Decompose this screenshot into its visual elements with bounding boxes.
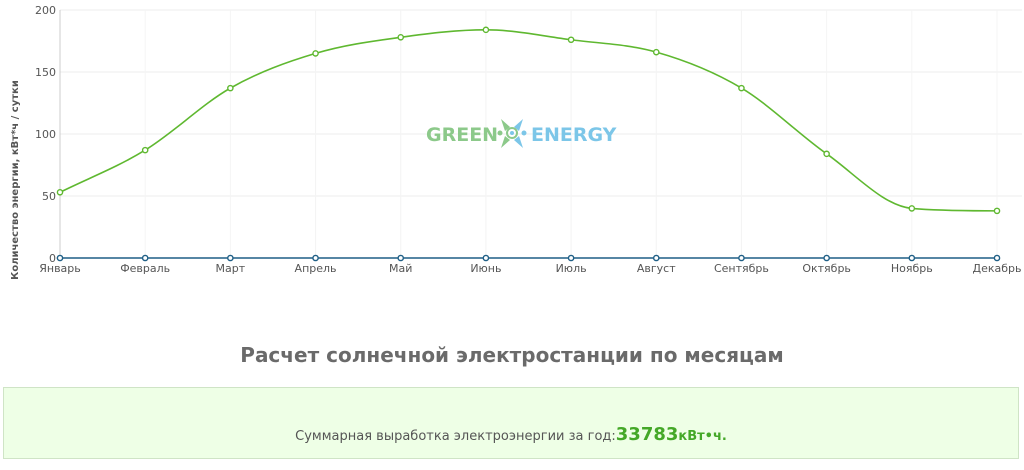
y-tick-label: 200 <box>35 4 56 17</box>
axis-layer: 0 50 100 150 200 Январь Февраль Март Апрель Май Ию… <box>35 4 1022 275</box>
series-line <box>59 29 998 212</box>
y-tick-label: 150 <box>35 66 56 79</box>
y-axis-title: Количество энергии, кВт*ч / сутки <box>10 80 21 280</box>
section-title: Расчет солнечной электростанции по месяц… <box>240 343 784 367</box>
data-point <box>397 254 405 262</box>
y-tick-label: 100 <box>35 128 56 141</box>
data-point <box>738 254 745 262</box>
x-tick-label: Апрель <box>295 262 337 275</box>
annual-summary-unit: кВт•ч. <box>678 429 727 444</box>
data-point <box>908 254 916 262</box>
data-point <box>823 254 830 262</box>
x-tick-label: Декабрь <box>973 262 1022 275</box>
x-tick-label: Май <box>389 262 412 275</box>
data-point <box>56 188 64 196</box>
watermark-logo-icon <box>497 119 527 148</box>
data-point <box>56 254 64 262</box>
data-point <box>993 207 1001 215</box>
data-point <box>141 146 149 154</box>
series-layer <box>56 26 1001 262</box>
x-tick-label: Сентябрь <box>714 262 769 275</box>
data-point <box>738 84 745 92</box>
annual-summary-value: 33783 <box>615 424 679 445</box>
data-point <box>312 254 319 262</box>
data-point <box>312 50 319 57</box>
watermark-green-text: GREEN <box>426 124 498 146</box>
data-point <box>227 84 234 92</box>
y-tick-label: 50 <box>42 190 56 203</box>
data-point <box>908 205 916 212</box>
data-point <box>567 254 575 262</box>
x-tick-label: Март <box>216 262 246 275</box>
data-point <box>823 150 830 158</box>
green-energy-watermark: GREEN ENERGY <box>426 119 617 148</box>
x-tick-label: Ноябрь <box>891 262 933 275</box>
watermark-energy-text: ENERGY <box>531 124 617 146</box>
y-tick-label: 0 <box>49 252 56 265</box>
data-point <box>993 254 1001 262</box>
data-point <box>567 36 575 44</box>
x-tick-label: Июнь <box>470 262 501 275</box>
data-point <box>652 254 660 262</box>
data-point <box>482 26 490 34</box>
x-tick-label: Июль <box>556 262 587 275</box>
x-tick-label: Август <box>637 262 676 275</box>
data-point <box>227 254 234 262</box>
data-point <box>397 33 405 41</box>
data-point <box>482 254 490 262</box>
x-tick-label: Январь <box>39 262 81 275</box>
x-tick-label: Февраль <box>120 262 170 275</box>
annual-summary-line: Суммарная выработка электроэнергии за го… <box>4 424 1018 445</box>
data-point <box>141 254 149 262</box>
monthly-energy-chart: GREEN ENERGY 0 50 100 150 200 Январь Февраль Ма… <box>10 4 1022 280</box>
data-point <box>652 48 660 56</box>
chart-svg: GREEN ENERGY 0 50 100 150 200 Январь Февраль Ма… <box>10 4 1022 280</box>
annual-summary-box: Суммарная выработка электроэнергии за го… <box>3 387 1019 459</box>
x-tick-label: Октябрь <box>802 262 851 275</box>
annual-summary-label: Суммарная выработка электроэнергии за го… <box>295 429 616 444</box>
